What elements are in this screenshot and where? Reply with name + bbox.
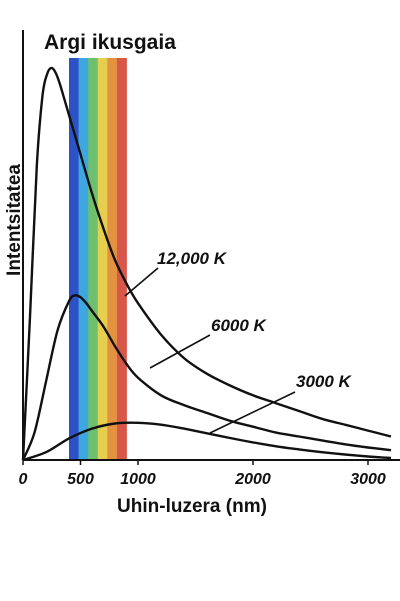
leader-12000k [124,267,159,297]
spectrum-band-2 [88,58,99,460]
x-tick-label: 2000 [234,471,271,488]
visible-spectrum-band [69,58,127,460]
spectrum-band-0 [69,58,79,460]
curve-label-6000k: 6000 K [211,316,268,335]
axes-group [22,30,400,461]
x-tick-label: 500 [67,471,94,488]
curve-6000k [21,294,392,461]
spectrum-band-4 [107,58,118,460]
x-tick-labels: 0 500 1000 2000 3000 [19,460,386,488]
y-axis-label: Intentsitatea [4,164,25,276]
chart-title: Argi ikusgaia [44,31,176,54]
spectrum-band-1 [78,58,89,460]
curve-12000k [21,66,392,461]
curve-3000k [22,421,392,462]
x-tick-label: 0 [19,471,28,488]
x-tick-label: 1000 [120,471,156,488]
x-axis-label: Uhin-luzera (nm) [117,496,267,517]
leader-6000k [149,334,211,369]
spectrum-band-5 [116,58,127,460]
curve-label-12000k: 12,000 K [157,249,228,268]
curves-group [21,66,392,462]
x-tick-label: 3000 [350,471,386,488]
leader-3000k [209,391,296,434]
curve-label-3000k: 3000 K [296,372,353,391]
spectrum-band-3 [97,58,108,460]
leader-lines [124,267,296,434]
